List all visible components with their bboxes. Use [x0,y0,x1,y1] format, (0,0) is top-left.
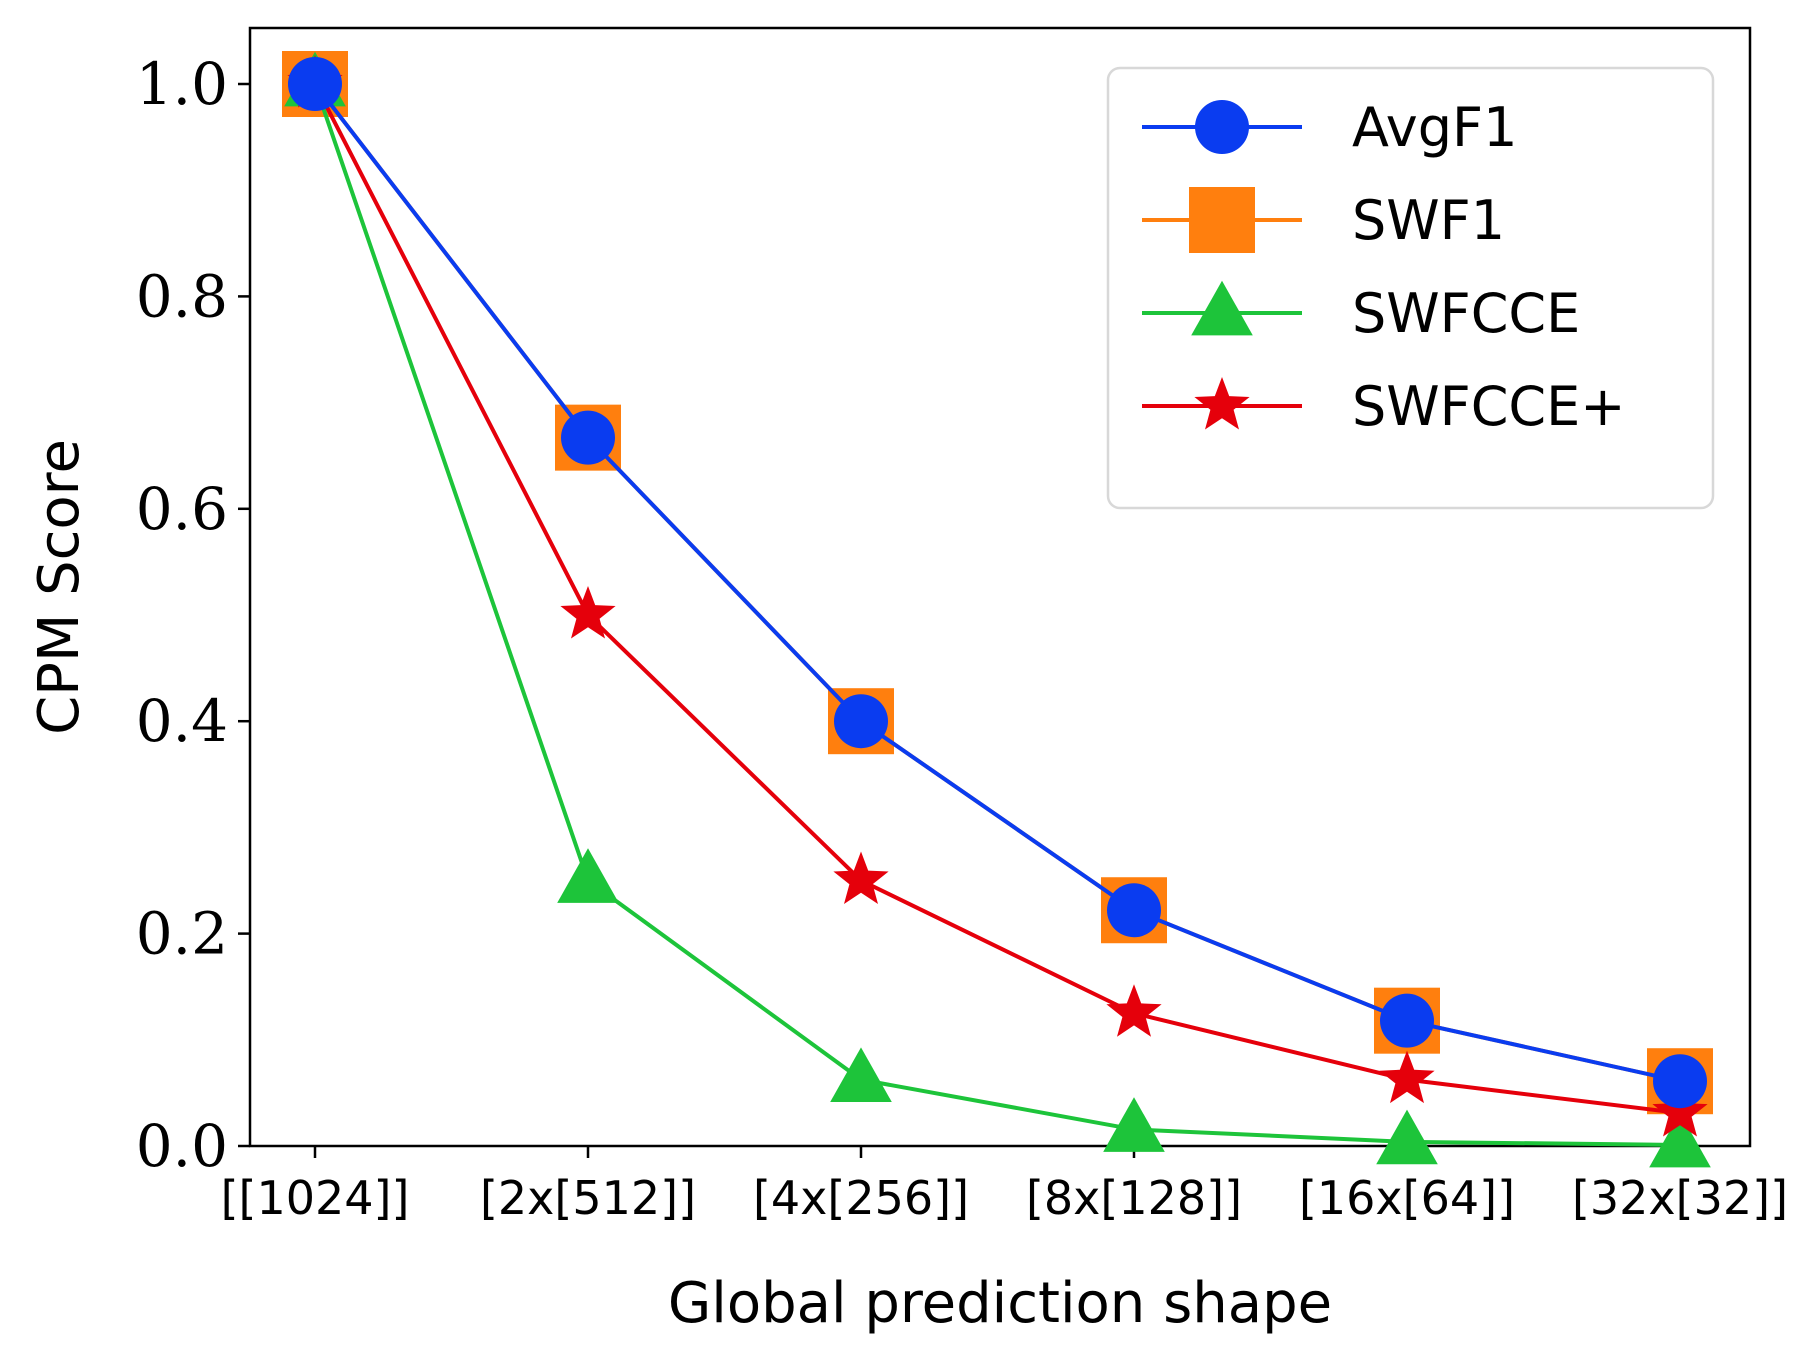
legend-label: SWF1 [1352,189,1505,252]
star-marker [1379,1050,1435,1104]
triangle-marker [1103,1097,1165,1152]
x-tick-label: [2x[512]] [480,1171,696,1225]
series-line [313,83,1681,1116]
x-axis-title: Global prediction shape [668,1271,1332,1336]
x-tick-label: [32x[32]] [1572,1171,1788,1225]
circle-marker [1107,883,1161,938]
x-tick-label: [4x[256]] [753,1171,969,1225]
triangle-marker [557,848,619,903]
star-marker [1106,984,1162,1037]
triangle-marker [1649,1112,1711,1168]
y-tick-label: 0.6 [136,475,228,543]
square-marker [1189,187,1255,253]
series-line [313,83,1681,1147]
x-tick-label: [[1024]] [221,1171,410,1225]
star-marker [833,851,889,904]
series-layer [282,51,1713,1168]
y-tick-label: 0.0 [136,1112,228,1180]
x-axis: [[1024]] [2x[512]] [4x[256]] [8x[128]] [16x[… [221,1146,1788,1225]
legend: AvgF1 SWF1 SWFCCE SWFCCE+ [1106,66,1715,510]
legend-label: AvgF1 [1352,96,1517,159]
circle-marker [1653,1054,1707,1109]
legend-box [1106,66,1715,510]
x-tick-label: [8x[128]] [1026,1171,1242,1225]
circle-marker [1380,993,1434,1048]
y-tick-label: 1.0 [136,50,228,118]
circle-marker [834,694,888,749]
y-axis: 0.0 0.2 0.4 0.6 0.8 1.0 [136,50,250,1180]
plot-frame [248,26,1752,1148]
y-axis-title: CPM Score [27,439,92,735]
legend-item: SWF1 [1142,187,1505,253]
legend-item: SWFCCE [1142,280,1580,345]
triangle-marker [1376,1109,1438,1165]
y-tick-label: 0.2 [136,900,228,968]
legend-item: SWFCCE+ [1142,375,1626,438]
circle-marker [1195,100,1249,154]
star-marker [1652,1084,1708,1137]
series-line [313,82,1681,1084]
legend-label: SWFCCE+ [1352,375,1626,438]
star-marker [1194,377,1250,430]
legend-item: AvgF1 [1142,96,1517,159]
triangle-marker [830,1047,892,1103]
triangle-marker [1191,280,1253,336]
star-marker [560,586,616,639]
x-tick-label: [16x[64]] [1299,1171,1515,1225]
y-tick-label: 0.4 [136,687,228,755]
series-avgf1 [288,57,1707,1109]
circle-marker [561,410,615,465]
y-tick-label: 0.8 [136,262,228,330]
legend-label: SWFCCE [1352,282,1580,345]
circle-marker [288,57,342,111]
